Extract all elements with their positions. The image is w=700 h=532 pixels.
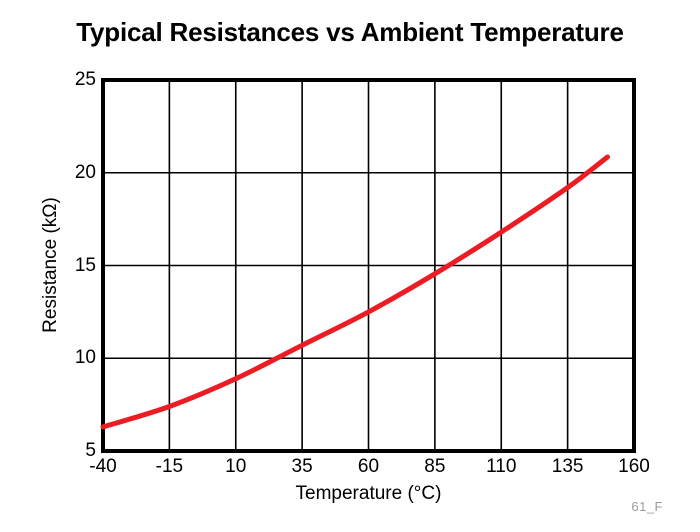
x-axis-title: Temperature (°C) xyxy=(295,483,442,504)
x-tick-label: 135 xyxy=(551,456,584,477)
chart-title: Typical Resistances vs Ambient Temperatu… xyxy=(76,17,624,47)
y-tick-label: 15 xyxy=(74,254,96,276)
gridlines xyxy=(102,79,635,452)
plot-border xyxy=(101,78,636,453)
x-tick-label: 160 xyxy=(618,456,650,477)
x-tick-label: 10 xyxy=(225,456,247,477)
x-tick-label: -40 xyxy=(89,456,117,477)
y-tick-label: 10 xyxy=(74,347,96,369)
y-tick-label: 20 xyxy=(74,161,96,183)
figure-number-label: 61_F xyxy=(631,499,663,514)
y-tick-label: 25 xyxy=(74,69,96,90)
x-tick-label: -15 xyxy=(155,456,184,477)
x-tick-label: 35 xyxy=(291,456,313,477)
y-tick-label: 5 xyxy=(85,440,96,461)
resistance-curve xyxy=(100,154,610,430)
x-tick-label: 60 xyxy=(357,456,380,477)
x-tick-label: 85 xyxy=(424,456,446,477)
x-tick-label: 110 xyxy=(486,456,517,477)
